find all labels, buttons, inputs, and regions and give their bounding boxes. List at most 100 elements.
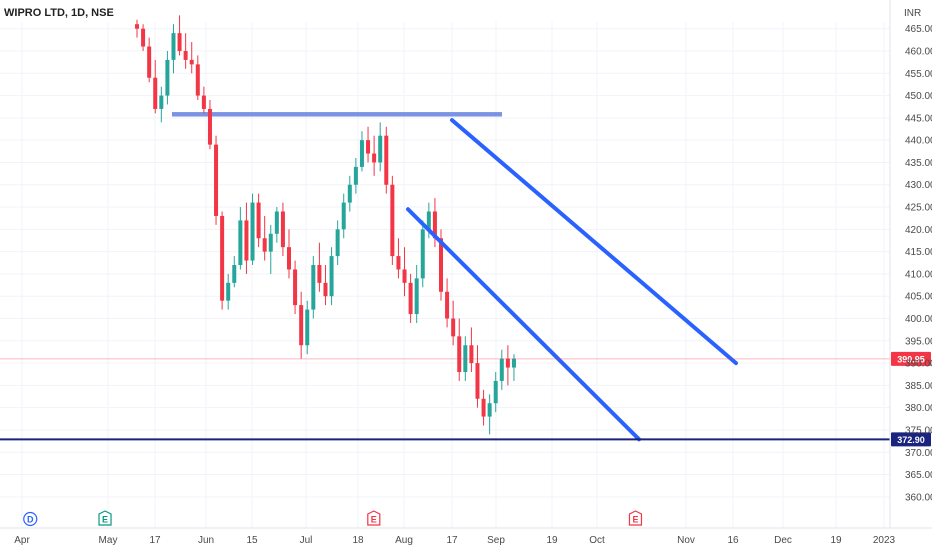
candle-body [268, 233, 273, 252]
y-tick-label: 465.00 [905, 24, 932, 35]
event-marker[interactable]: E [98, 510, 112, 526]
candle-body [432, 211, 437, 239]
candle-body [439, 238, 443, 292]
last-price-badge [891, 351, 931, 366]
x-tick-label: 19 [546, 535, 558, 546]
candle-body [183, 50, 188, 60]
last-price-label: 390.95 [897, 354, 925, 364]
x-tick-label: Nov [677, 535, 695, 546]
candle [201, 86, 206, 114]
candle-body [372, 153, 377, 163]
candle [165, 50, 170, 105]
candle-body [347, 184, 352, 203]
candle [177, 15, 182, 56]
candle-body [244, 220, 249, 261]
candle [159, 86, 164, 123]
x-tick-label: 17 [446, 535, 458, 546]
candle [396, 238, 401, 279]
candle [372, 135, 377, 176]
candle [147, 37, 152, 83]
candle-body [171, 33, 176, 60]
candle-body [299, 305, 304, 346]
candle-body [232, 265, 237, 283]
candle [256, 193, 261, 248]
candle-body [493, 380, 498, 404]
candle [414, 265, 419, 323]
y-tick-label: 445.00 [905, 113, 932, 124]
x-tick-label: May [99, 535, 118, 546]
x-tick-label: 15 [246, 535, 258, 546]
x-tick-label: Jul [300, 535, 313, 546]
event-marker-label: E [102, 515, 108, 525]
candle [268, 224, 273, 274]
event-marker[interactable]: D [23, 511, 38, 527]
price-levels: 390.95 372.90 [0, 351, 931, 447]
candle [432, 198, 437, 248]
candle [305, 300, 310, 355]
candle [359, 131, 364, 172]
candle [420, 220, 425, 288]
support-price-label: 372.90 [897, 435, 925, 445]
candle [238, 207, 243, 270]
candle [226, 273, 231, 310]
x-tick-label: Apr [14, 535, 30, 546]
y-tick-label: 390.00 [905, 359, 932, 370]
candle-body [262, 238, 267, 252]
support-price-badge [891, 432, 931, 447]
candle-body [353, 166, 358, 185]
candle [487, 394, 492, 435]
candle-body [177, 33, 182, 51]
candle [135, 19, 139, 38]
candle-body [238, 220, 243, 265]
candle [274, 207, 279, 243]
candle-body [214, 144, 219, 216]
candle-body [135, 24, 139, 29]
y-tick-label: 385.00 [905, 381, 932, 392]
event-marker[interactable]: E [628, 510, 643, 526]
y-tick-label: 405.00 [905, 292, 932, 303]
candle-body [445, 291, 450, 319]
candle-body [165, 59, 170, 96]
y-tick-label: 370.00 [905, 448, 932, 459]
x-tick-label: 16 [727, 535, 739, 546]
candle [402, 247, 407, 297]
event-marker-label: D [27, 515, 34, 525]
y-tick-label: 395.00 [905, 336, 932, 347]
y-tick-label: 375.00 [905, 425, 932, 436]
y-tick-label: 450.00 [905, 91, 932, 102]
candle [262, 215, 267, 261]
candle-body [141, 28, 146, 47]
candle [505, 345, 510, 386]
candle-body [207, 108, 212, 145]
candle-body [274, 211, 279, 234]
y-tick-label: 365.00 [905, 470, 932, 481]
candle [153, 59, 158, 114]
candle [341, 193, 346, 239]
candle [280, 202, 285, 257]
y-tick-label: 460.00 [905, 46, 932, 57]
x-tick-label: Sep [487, 535, 505, 546]
candle-body [505, 358, 510, 368]
dividend-icon [23, 511, 38, 527]
x-axis: Apr May 17 Jun 15 Jul 18 Aug 17 Sep 19 Oct Nov 16 Dec 1… [0, 527, 932, 546]
candle-body [511, 358, 516, 368]
earnings-icon [367, 510, 381, 526]
candle [220, 211, 225, 310]
resistance-zone [172, 112, 502, 117]
y-tick-label: 360.00 [905, 492, 932, 503]
candle-body [396, 256, 401, 270]
candle-body [323, 282, 328, 297]
candle [323, 265, 328, 306]
candle-body [335, 229, 340, 257]
candle-body [195, 64, 200, 96]
event-marker[interactable]: E [367, 510, 381, 526]
candle-body [153, 77, 158, 109]
y-tick-label: 380.00 [905, 403, 932, 414]
candle-body [311, 265, 316, 310]
candle [408, 273, 413, 323]
candle [475, 345, 480, 408]
candle-body [402, 269, 407, 283]
candle-body [159, 95, 164, 109]
